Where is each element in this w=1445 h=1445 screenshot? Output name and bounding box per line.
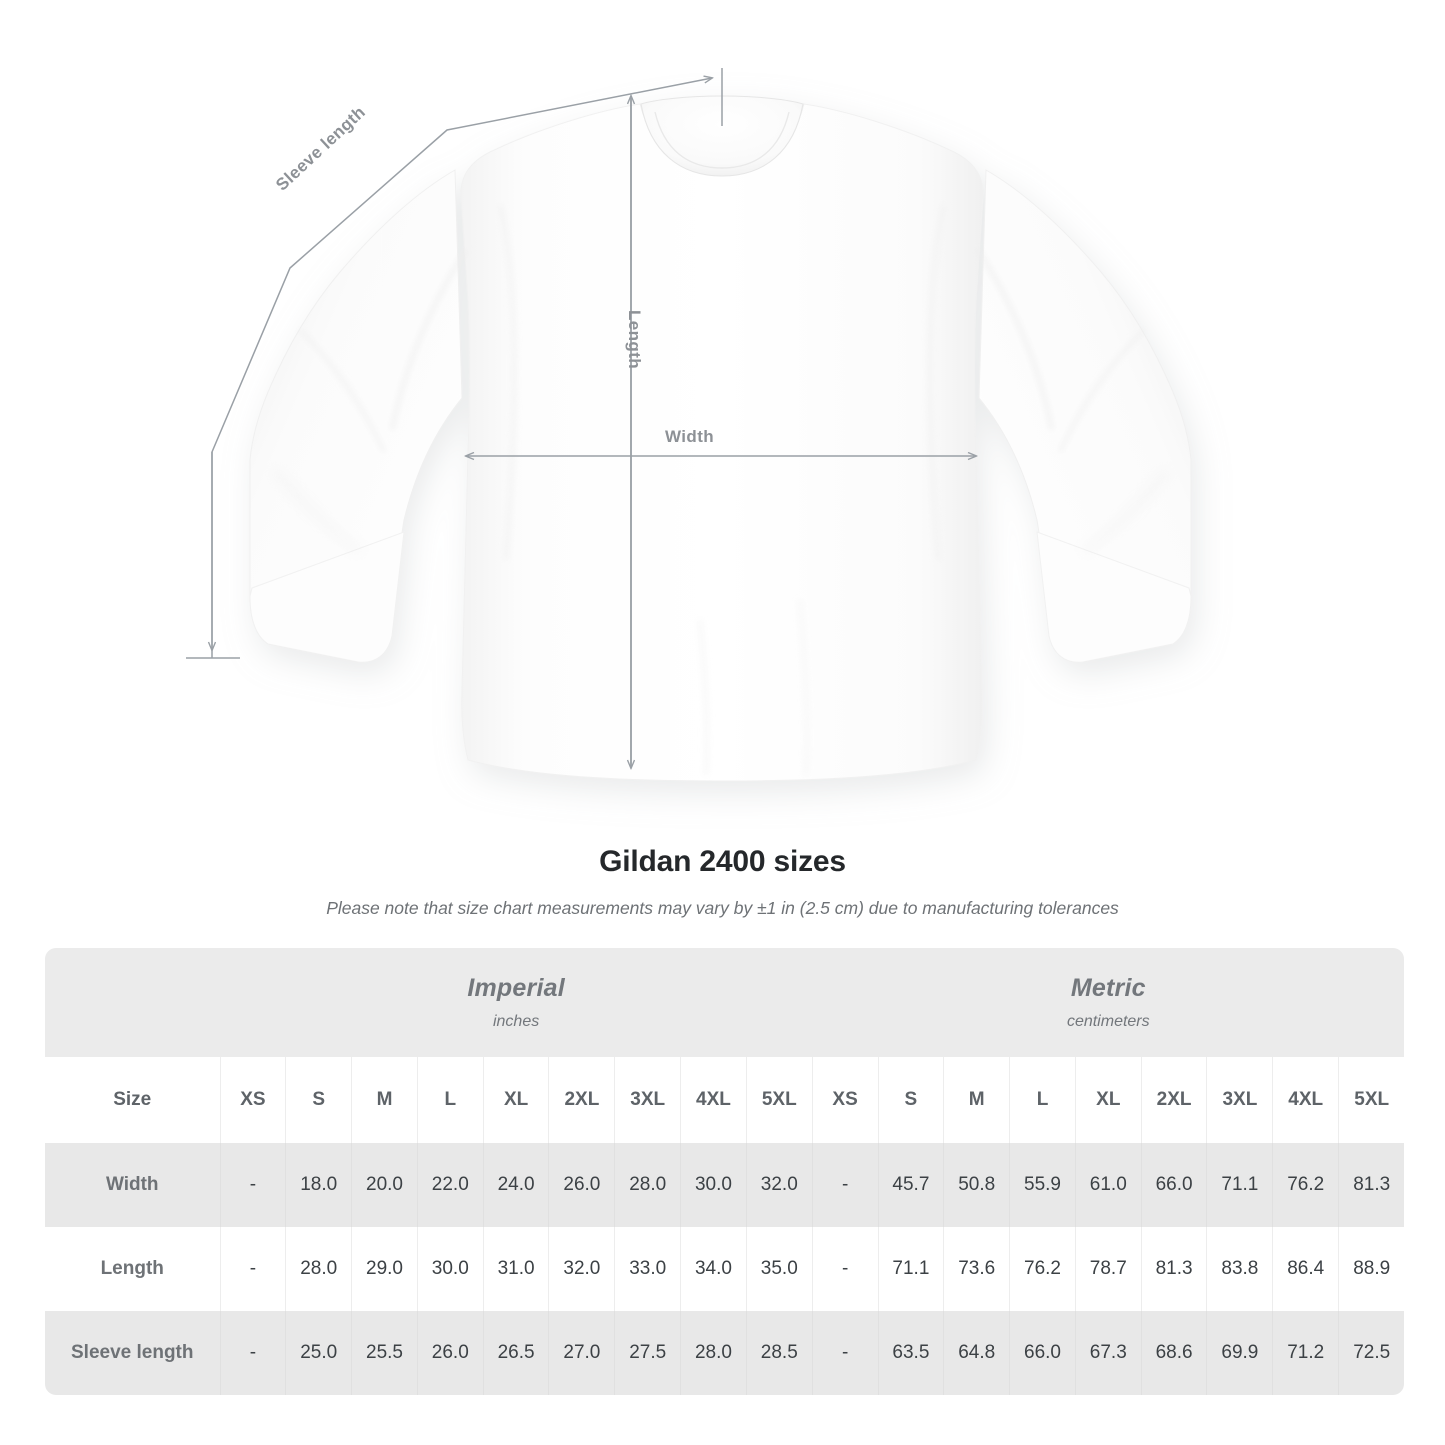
width-label: Width bbox=[665, 427, 715, 446]
size-column-header: S bbox=[285, 1057, 352, 1143]
size-table-wrapper: Imperial inches Metric centimeters Size XS S M L… bbox=[45, 948, 1404, 1395]
measurement-cell: 66.0 bbox=[1140, 1143, 1207, 1227]
measurement-cell: 86.4 bbox=[1272, 1227, 1339, 1311]
title-block: Gildan 2400 sizes Please note that size … bbox=[0, 845, 1445, 919]
size-header-label: Size bbox=[45, 1057, 220, 1143]
unit-header-imperial: Imperial inches bbox=[220, 948, 813, 1057]
tolerance-note: Please note that size chart measurements… bbox=[326, 898, 1119, 918]
measurement-cell: 18.0 bbox=[285, 1143, 352, 1227]
measurement-cell: 28.0 bbox=[614, 1143, 681, 1227]
unit-subtitle: centimeters bbox=[1066, 1013, 1150, 1030]
measurement-cell: 55.9 bbox=[1009, 1143, 1076, 1227]
size-column-header: 2XL bbox=[1140, 1057, 1207, 1143]
page-title: Gildan 2400 sizes bbox=[599, 845, 846, 878]
measurement-cell: - bbox=[219, 1143, 286, 1227]
table-row: Sleeve length -25.0 25.5 26.0 26.5 27.0 27.5 28… bbox=[45, 1311, 1404, 1395]
size-column-header: XS bbox=[219, 1057, 286, 1143]
measurement-cell: 24.0 bbox=[482, 1143, 549, 1227]
measurement-cell: - bbox=[811, 1311, 878, 1395]
measurement-cell: 27.0 bbox=[548, 1311, 615, 1395]
measurement-cell: 26.5 bbox=[482, 1311, 549, 1395]
measurement-cell: 81.3 bbox=[1338, 1143, 1404, 1227]
garment-illustration: Sleeve length Length Width bbox=[186, 68, 1192, 782]
measurement-cell: 45.7 bbox=[877, 1143, 944, 1227]
unit-header-metric: Metric centimeters bbox=[812, 948, 1404, 1057]
size-column-header: L bbox=[416, 1057, 484, 1143]
unit-name: Imperial bbox=[467, 974, 565, 1002]
measurement-cell: 69.9 bbox=[1206, 1311, 1273, 1395]
size-column-header: 2XL bbox=[548, 1057, 615, 1143]
size-column-header: 5XL bbox=[1338, 1057, 1404, 1143]
measurement-cell: 78.7 bbox=[1074, 1227, 1142, 1311]
measurement-cell: 32.0 bbox=[548, 1227, 615, 1311]
unit-header-row: Imperial inches Metric centimeters bbox=[45, 948, 1404, 1057]
unit-header-spacer bbox=[45, 948, 220, 1057]
size-column-header: M bbox=[943, 1057, 1010, 1143]
measurement-cell: 29.0 bbox=[351, 1227, 418, 1311]
measurement-row-label: Sleeve length bbox=[45, 1311, 220, 1395]
measurement-cell: 30.0 bbox=[680, 1143, 747, 1227]
unit-name: Metric bbox=[1070, 974, 1146, 1002]
measurement-cell: 28.5 bbox=[745, 1311, 813, 1395]
measurement-cell: 25.5 bbox=[351, 1311, 418, 1395]
measurement-cell: 88.9 bbox=[1338, 1227, 1404, 1311]
measurement-cell: - bbox=[811, 1143, 878, 1227]
measurement-cell: 27.5 bbox=[614, 1311, 681, 1395]
size-column-header: 4XL bbox=[1272, 1057, 1339, 1143]
measurement-cell: 25.0 bbox=[285, 1311, 352, 1395]
unit-subtitle: inches bbox=[492, 1013, 540, 1030]
measurement-cell: 28.0 bbox=[680, 1311, 747, 1395]
measurement-row-label: Width bbox=[45, 1143, 220, 1227]
measurement-cell: 31.0 bbox=[482, 1227, 549, 1311]
measurement-cell: 32.0 bbox=[745, 1143, 813, 1227]
size-column-header: XL bbox=[482, 1057, 549, 1143]
measurement-cell: 33.0 bbox=[614, 1227, 681, 1311]
measurement-cell: - bbox=[219, 1311, 286, 1395]
measurement-cell: 63.5 bbox=[877, 1311, 944, 1395]
size-column-header: L bbox=[1009, 1057, 1076, 1143]
size-column-header: XL bbox=[1074, 1057, 1142, 1143]
measurement-cell: 83.8 bbox=[1206, 1227, 1273, 1311]
measurement-cell: 35.0 bbox=[745, 1227, 813, 1311]
measurement-cell: 20.0 bbox=[351, 1143, 418, 1227]
size-column-header: 4XL bbox=[680, 1057, 747, 1143]
table-row: Width -18.0 20.0 22.0 24.0 26.0 28.0 30.0 32.0-4… bbox=[45, 1143, 1404, 1227]
size-table: Imperial inches Metric centimeters Size XS S M L… bbox=[45, 948, 1404, 1395]
size-column-header: M bbox=[351, 1057, 418, 1143]
measurement-cell: 22.0 bbox=[416, 1143, 484, 1227]
measurement-cell: 76.2 bbox=[1272, 1143, 1339, 1227]
size-column-header: 3XL bbox=[614, 1057, 681, 1143]
measurement-cell: 28.0 bbox=[285, 1227, 352, 1311]
measurement-cell: 34.0 bbox=[680, 1227, 747, 1311]
measurement-cell: 71.1 bbox=[877, 1227, 944, 1311]
measurement-cell: 73.6 bbox=[943, 1227, 1010, 1311]
measurement-cell: 50.8 bbox=[943, 1143, 1010, 1227]
long-sleeve-tee-image bbox=[249, 95, 1192, 782]
size-column-header: XS bbox=[811, 1057, 878, 1143]
measurement-cell: 71.2 bbox=[1272, 1311, 1339, 1395]
measurement-row-label: Length bbox=[45, 1227, 220, 1311]
measurement-cell: 30.0 bbox=[416, 1227, 484, 1311]
size-column-header: S bbox=[877, 1057, 944, 1143]
measurement-cell: 26.0 bbox=[548, 1143, 615, 1227]
size-column-header: 3XL bbox=[1206, 1057, 1273, 1143]
measurement-cell: 64.8 bbox=[943, 1311, 1010, 1395]
length-label: Length bbox=[625, 310, 644, 370]
measurement-cell: 72.5 bbox=[1338, 1311, 1404, 1395]
table-row: Length -28.0 29.0 30.0 31.0 32.0 33.0 34.0 35.0-… bbox=[45, 1227, 1404, 1311]
measurement-cell: 76.2 bbox=[1009, 1227, 1076, 1311]
measurement-cell: 26.0 bbox=[416, 1311, 484, 1395]
measurement-cell: - bbox=[219, 1227, 286, 1311]
size-column-header: 5XL bbox=[745, 1057, 813, 1143]
measurement-cell: - bbox=[811, 1227, 878, 1311]
measurement-cell: 68.6 bbox=[1140, 1311, 1207, 1395]
measurement-cell: 81.3 bbox=[1140, 1227, 1207, 1311]
measurement-cell: 61.0 bbox=[1074, 1143, 1142, 1227]
measurement-cell: 71.1 bbox=[1206, 1143, 1273, 1227]
measurement-cell: 66.0 bbox=[1009, 1311, 1076, 1395]
size-header-row: Size XS S M L XL 2XL 3XL 4XL 5XL XS S M L XL 2XL 3XL 4XL 5… bbox=[45, 1057, 1404, 1143]
measurement-cell: 67.3 bbox=[1074, 1311, 1142, 1395]
